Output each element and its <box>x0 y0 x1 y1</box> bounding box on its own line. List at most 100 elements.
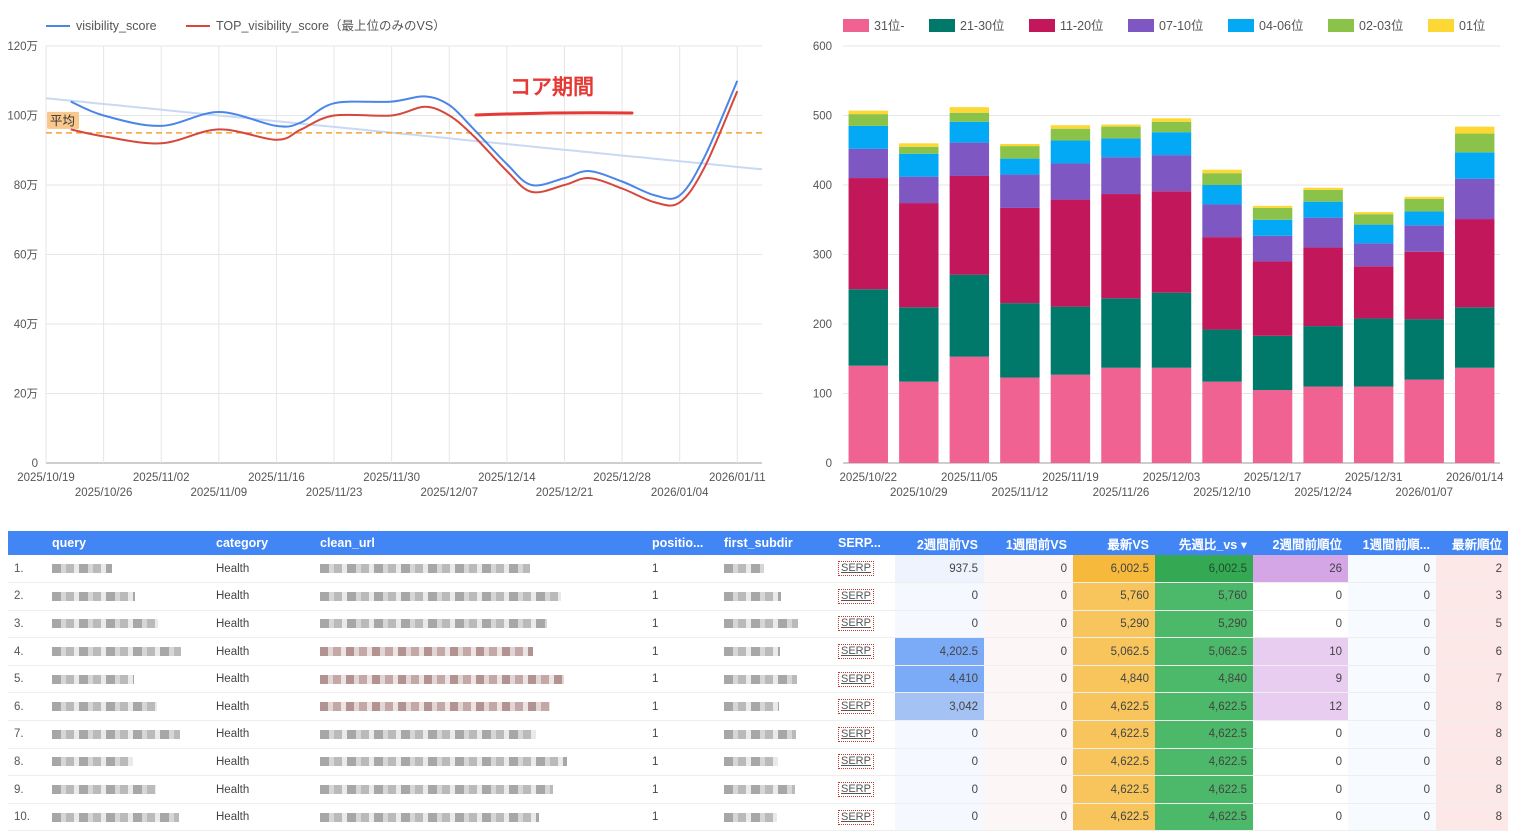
bar-segment[interactable] <box>1050 140 1091 164</box>
table-row[interactable]: 1. Health 1 SERP 937.5 0 6,002.5 6,002.5 26 0 2 <box>8 555 1508 584</box>
bar-segment[interactable] <box>1202 169 1242 174</box>
cell-serp[interactable]: SERP <box>832 637 895 666</box>
bar-segment[interactable] <box>1455 133 1495 153</box>
bar-segment[interactable] <box>1252 205 1293 208</box>
bar-segment[interactable] <box>1050 306 1091 375</box>
redacted-url[interactable] <box>320 619 547 629</box>
serp-link[interactable]: SERP <box>838 809 874 825</box>
table-row[interactable]: 10. Health 1 SERP 0 0 4,622.5 4,622.5 0 0 8 <box>8 803 1508 832</box>
cell-clean-url[interactable] <box>314 555 646 584</box>
bar-segment[interactable] <box>1353 243 1394 267</box>
bar-segment[interactable] <box>848 110 888 115</box>
bar-segment[interactable] <box>1404 211 1444 226</box>
bar-segment[interactable] <box>899 203 939 308</box>
bar-segment[interactable] <box>1404 196 1444 199</box>
col-header-vs-diff-sorted[interactable]: 先週比_vs ▾ <box>1155 531 1253 555</box>
bar-segment[interactable] <box>1303 247 1343 327</box>
bar-segment[interactable] <box>1252 219 1293 236</box>
bar-segment[interactable] <box>1455 152 1495 179</box>
col-header-serp[interactable]: SERP... <box>832 531 895 555</box>
bar-segment[interactable] <box>1303 201 1343 218</box>
bar-segment[interactable] <box>1202 329 1242 382</box>
cell-serp[interactable]: SERP <box>832 720 895 749</box>
bar-segment[interactable] <box>1101 298 1141 368</box>
bar-segment[interactable] <box>949 121 990 143</box>
bar-segment[interactable] <box>848 289 888 366</box>
bar-segment[interactable] <box>1353 224 1394 244</box>
series-line-visibility-score[interactable] <box>70 80 739 200</box>
bar-segment[interactable] <box>899 143 939 147</box>
table-row[interactable]: 7. Health 1 SERP 0 0 4,622.5 4,622.5 0 0 8 <box>8 720 1508 749</box>
bar-segment[interactable] <box>848 114 888 126</box>
bar-segment[interactable] <box>1455 126 1495 134</box>
line-chart-legend[interactable]: visibility_score TOP_visibility_score（最上… <box>46 18 446 33</box>
bar-segment[interactable] <box>1353 386 1394 463</box>
bar-segment[interactable] <box>1303 189 1343 202</box>
bar-segment[interactable] <box>1101 194 1141 299</box>
redacted-url[interactable] <box>320 647 533 657</box>
bar-segment[interactable] <box>848 125 888 149</box>
bar-segment[interactable] <box>1404 319 1444 380</box>
bar-segment[interactable] <box>1455 307 1495 368</box>
bar-segment[interactable] <box>1000 303 1040 378</box>
bar-segment[interactable] <box>1050 163 1091 200</box>
bar-segment[interactable] <box>1252 207 1293 220</box>
serp-link[interactable]: SERP <box>838 754 874 770</box>
bar-segment[interactable] <box>1050 199 1091 307</box>
bar-segment[interactable] <box>1101 138 1141 158</box>
bar-segment[interactable] <box>1151 121 1192 133</box>
redacted-url[interactable] <box>320 812 539 822</box>
bar-segment[interactable] <box>949 112 990 122</box>
bar-segment[interactable] <box>1000 207 1040 304</box>
redacted-url[interactable] <box>320 702 550 712</box>
redacted-url[interactable] <box>320 729 536 739</box>
cell-clean-url[interactable] <box>314 665 646 694</box>
bar-segment[interactable] <box>1404 251 1444 320</box>
bar-segment[interactable] <box>1202 185 1242 205</box>
table-row[interactable]: 5. Health 1 SERP 4,410 0 4,840 4,840 9 0 7 <box>8 665 1508 694</box>
cell-serp[interactable]: SERP <box>832 748 895 777</box>
bar-segment[interactable] <box>1303 386 1343 463</box>
bar-segment[interactable] <box>1000 158 1040 175</box>
bar-segment[interactable] <box>848 365 888 463</box>
bar-segment[interactable] <box>1101 124 1141 127</box>
redacted-url[interactable] <box>320 757 567 767</box>
bar-segment[interactable] <box>1404 198 1444 212</box>
cell-serp[interactable]: SERP <box>832 555 895 584</box>
bar-segment[interactable] <box>1000 377 1040 463</box>
bar-segment[interactable] <box>1353 212 1394 215</box>
col-header-vs-1w[interactable]: 1週間前VS <box>984 531 1073 555</box>
bar-segment[interactable] <box>1151 118 1192 122</box>
bar-segment[interactable] <box>1101 157 1141 195</box>
cell-clean-url[interactable] <box>314 692 646 722</box>
bar-segment[interactable] <box>1202 173 1242 185</box>
serp-link[interactable]: SERP <box>838 644 874 660</box>
col-header-position[interactable]: positio... <box>646 531 718 555</box>
bar-segment[interactable] <box>1455 219 1495 308</box>
col-header-rank-2w[interactable]: 2週間前順位 <box>1253 531 1348 555</box>
bar-segment[interactable] <box>1353 266 1394 319</box>
bar-segment[interactable] <box>949 107 990 113</box>
table-row[interactable]: 3. Health 1 SERP 0 0 5,290 5,290 0 0 5 <box>8 610 1508 639</box>
serp-link[interactable]: SERP <box>838 726 874 742</box>
bar-segment[interactable] <box>1353 214 1394 225</box>
bar-segment[interactable] <box>1101 126 1141 139</box>
bar-segment[interactable] <box>1252 390 1293 463</box>
bar-segment[interactable] <box>1455 178 1495 220</box>
bar-segment[interactable] <box>1252 261 1293 336</box>
bar-segment[interactable] <box>1303 326 1343 387</box>
bar-segment[interactable] <box>899 146 939 154</box>
bar-segment[interactable] <box>1151 132 1192 156</box>
serp-link[interactable]: SERP <box>838 671 874 687</box>
cell-clean-url[interactable] <box>314 803 646 832</box>
bar-segment[interactable] <box>1202 204 1242 238</box>
redacted-url[interactable] <box>320 674 564 684</box>
bar-segment[interactable] <box>1000 143 1040 147</box>
col-header-query[interactable]: query <box>46 531 210 555</box>
bar-segment[interactable] <box>1151 155 1192 192</box>
bar-segment[interactable] <box>949 274 990 357</box>
bar-segment[interactable] <box>899 381 939 463</box>
bar-segment[interactable] <box>1000 146 1040 159</box>
bar-segment[interactable] <box>1151 292 1192 368</box>
bar-segment[interactable] <box>1151 191 1192 293</box>
